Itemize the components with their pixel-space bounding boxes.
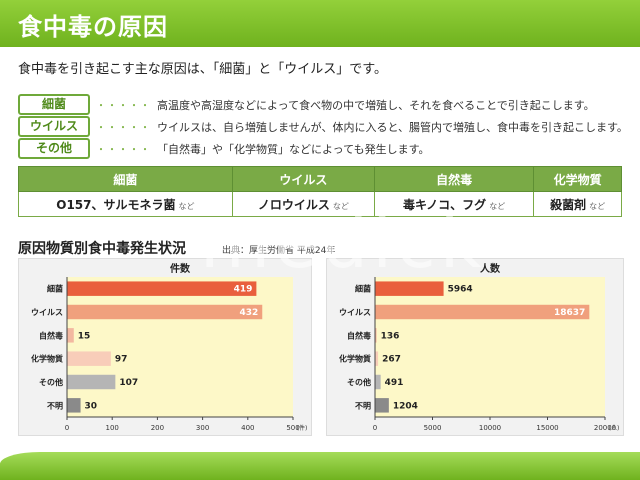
- data-label: 5964: [448, 285, 473, 295]
- cell-suffix: など: [489, 201, 506, 211]
- intro-text: 食中毒を引き起こす主な原因は、「細菌」と「ウイルス」です。: [18, 62, 387, 77]
- category-description: 「自然毒」や「化学物質」などによっても発生します。: [157, 142, 430, 156]
- examples-table: 細菌 ウイルス 自然毒 化学物質 O157、サルモネラ菌 など ノロウイルス など …: [18, 166, 622, 217]
- x-tick-label: 10000: [479, 424, 501, 432]
- cell-value: 殺菌剤: [550, 197, 587, 212]
- data-label: 432: [239, 308, 258, 318]
- bar: [67, 351, 111, 366]
- bottom-bar: [0, 452, 640, 480]
- x-tick-label: 300: [196, 424, 209, 432]
- table-cell: ノロウイルス など: [231, 191, 376, 217]
- data-label: 30: [85, 401, 98, 411]
- category-label: 化学物質: [339, 354, 371, 364]
- category-label: 自然毒: [347, 330, 371, 340]
- cell-value: 毒キノコ、フグ: [403, 197, 487, 212]
- cell-value: ノロウイルス: [257, 197, 330, 212]
- cell-value: O157、サルモネラ菌: [56, 197, 176, 212]
- chart-panel-people: 人数 0 5000 10000 15000 20000 (人) 細菌 5964 ウイルス 18637…: [326, 258, 624, 436]
- data-label: 1204: [393, 401, 418, 411]
- chart-panel-cases: 件数 0 100 200 300 400 500 (件) 細菌 419 ウイルス 432 自然毒 15 化学…: [18, 258, 312, 436]
- dotted-leader: ・・・・・: [96, 145, 151, 156]
- bar: [375, 328, 377, 343]
- category-row-virus: ウイルス ・・・・・ ウイルスは、自ら増殖しませんが、体内に入ると、腸管内で増殖…: [18, 116, 628, 137]
- dotted-leader: ・・・・・: [96, 123, 151, 134]
- bar: [375, 304, 590, 320]
- category-label: 自然毒: [39, 330, 63, 340]
- bar: [375, 374, 381, 390]
- x-unit-label: (件): [297, 424, 308, 432]
- cell-suffix: など: [589, 201, 606, 211]
- data-label: 136: [381, 331, 400, 341]
- chart-heading: 原因物質別食中毒発生状況: [18, 241, 186, 257]
- bar: [375, 398, 389, 413]
- data-label: 15: [78, 331, 91, 341]
- table-cell: 殺菌剤 など: [533, 191, 622, 217]
- table-header: ウイルス: [231, 166, 376, 192]
- x-tick-label: 20000: [594, 424, 616, 432]
- data-label: 97: [115, 355, 128, 365]
- table-header: 化学物質: [533, 166, 622, 192]
- bar: [67, 398, 81, 413]
- category-label: その他: [39, 377, 63, 387]
- x-tick-label: 15000: [536, 424, 558, 432]
- table-row: O157、サルモネラ菌 など ノロウイルス など 毒キノコ、フグ など 殺菌剤 など: [18, 191, 622, 217]
- chart-title: 件数: [170, 262, 191, 275]
- category-row-bacteria: 細菌 ・・・・・ 高温度や高湿度などによって食べ物の中で増殖し、それを食べること…: [18, 94, 595, 115]
- cases-bar-chart: 件数 0 100 200 300 400 500(件) 細菌 419 ウイルス 432 自然毒 15 化学…: [31, 262, 308, 432]
- source-note: 出典：厚生労働省 平成24年: [222, 246, 336, 256]
- category-label: ウイルス: [339, 308, 371, 317]
- table-cell: O157、サルモネラ菌 など: [18, 191, 233, 217]
- category-label: ウイルス: [31, 308, 63, 317]
- category-label: ウイルス: [18, 116, 90, 137]
- plot-area: [67, 277, 293, 417]
- category-label: 不明: [47, 401, 63, 410]
- bar: [67, 374, 116, 390]
- x-unit-label: (人): [609, 425, 620, 432]
- data-label: 267: [382, 355, 401, 365]
- table-header: 自然毒: [374, 166, 535, 192]
- cell-suffix: など: [332, 201, 349, 211]
- bar: [375, 351, 379, 366]
- x-tick-label: 200: [151, 424, 164, 432]
- x-tick-label: 400: [241, 424, 254, 432]
- x-tick-label: 5000: [424, 424, 442, 432]
- category-label: 細菌: [47, 284, 63, 294]
- category-row-other: その他 ・・・・・ 「自然毒」や「化学物質」などによっても発生します。: [18, 138, 430, 159]
- plot-area: [375, 277, 605, 417]
- x-tick-label: 500: [286, 424, 299, 432]
- category-description: ウイルスは、自ら増殖しませんが、体内に入ると、腸管内で増殖し、食中毒を引き起こし…: [157, 120, 628, 134]
- category-label: 細菌: [355, 284, 371, 294]
- x-tick-label: 100: [106, 424, 119, 432]
- dotted-leader: ・・・・・: [96, 101, 151, 112]
- page-title: 食中毒の原因: [18, 13, 168, 41]
- data-label: 18637: [554, 308, 585, 318]
- category-label: その他: [18, 138, 90, 159]
- x-tick-label: 0: [65, 424, 69, 432]
- table-header: 細菌: [18, 166, 233, 192]
- category-label: 細菌: [18, 94, 90, 115]
- category-description: 高温度や高湿度などによって食べ物の中で増殖し、それを食べることで引き起こします。: [157, 98, 595, 112]
- bar: [67, 328, 74, 343]
- x-tick-label: 0: [373, 424, 377, 432]
- people-bar-chart: 人数 0 5000 10000 15000 20000(人) 細菌 5964 ウイルス 18637…: [339, 262, 620, 432]
- bar: [67, 304, 263, 320]
- table-cell: 毒キノコ、フグ など: [374, 191, 535, 217]
- category-label: 化学物質: [31, 354, 63, 364]
- category-label: 不明: [355, 401, 371, 410]
- data-label: 419: [234, 285, 253, 295]
- table-header-row: 細菌 ウイルス 自然毒 化学物質: [18, 166, 622, 192]
- cell-suffix: など: [178, 201, 195, 211]
- bar: [375, 281, 444, 296]
- chart-title: 人数: [480, 262, 501, 275]
- data-label: 107: [119, 378, 138, 388]
- category-label: その他: [347, 377, 371, 387]
- data-label: 491: [385, 378, 404, 388]
- title-bar: 食中毒の原因: [0, 0, 640, 47]
- bar: [67, 281, 257, 296]
